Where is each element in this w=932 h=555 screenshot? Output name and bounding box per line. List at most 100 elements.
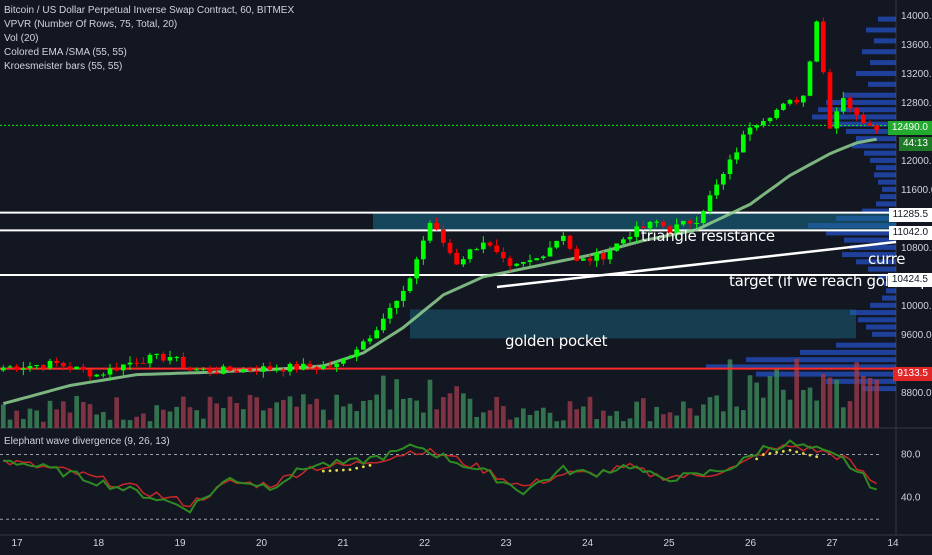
- vpvr-row: [826, 230, 896, 236]
- volume-bar: [681, 401, 686, 428]
- candle-body: [681, 220, 686, 225]
- candle-body: [207, 368, 213, 373]
- volume-bar: [21, 418, 26, 428]
- horizontal-levels: [0, 124, 896, 370]
- volume-bar: [507, 419, 513, 428]
- volume-bar: [174, 406, 179, 428]
- vpvr-row: [862, 208, 896, 214]
- candle-body: [221, 366, 226, 374]
- time-tick-label: 19: [174, 538, 186, 549]
- volume-bar: [567, 401, 573, 428]
- volume-bar: [74, 395, 79, 428]
- volume-bar: [67, 412, 73, 428]
- vpvr-row: [866, 324, 896, 330]
- symbol-title[interactable]: Bitcoin / US Dollar Perpetual Inverse Sw…: [4, 5, 295, 16]
- legend-kroesmeister[interactable]: Kroesmeister bars (55, 55): [4, 61, 123, 72]
- volume-bar: [367, 400, 373, 428]
- candle-body: [874, 125, 879, 130]
- candle-body: [807, 61, 813, 96]
- candle-body: [667, 226, 673, 233]
- volume-bar: [247, 394, 253, 428]
- volume-bar: [694, 415, 699, 428]
- annotation-golden-pocket[interactable]: golden pocket: [505, 332, 608, 350]
- candle-body: [674, 224, 679, 233]
- volume-bar: [621, 421, 626, 428]
- price-tick-label: 14000.0: [901, 11, 932, 22]
- volume-bar: [454, 386, 459, 428]
- candle-body: [74, 366, 79, 370]
- volume-bar: [194, 410, 199, 428]
- volume-bar: [734, 406, 739, 428]
- candle-body: [321, 365, 326, 369]
- candle-body: [687, 220, 693, 224]
- annotation-target[interactable]: target (if we reach golden p: [729, 272, 930, 290]
- vpvr-row: [868, 266, 896, 272]
- volume-bar: [634, 401, 639, 428]
- candle-body: [154, 353, 159, 355]
- candle-body: [87, 369, 93, 377]
- candle-body: [527, 260, 533, 263]
- volume-bar: [534, 410, 539, 428]
- candle-body: [134, 362, 139, 364]
- candle-body: [447, 242, 453, 253]
- candle-body: [834, 111, 839, 129]
- candle-body: [161, 353, 166, 361]
- osc-wave-line: [3, 439, 877, 514]
- candle-body: [634, 226, 639, 237]
- vpvr-row: [812, 114, 896, 120]
- candle-body: [374, 330, 379, 339]
- candle-body: [121, 364, 126, 371]
- candle-body: [621, 239, 626, 244]
- volume-bar: [61, 401, 66, 428]
- volume-bar: [47, 400, 53, 428]
- volume-bar: [361, 400, 366, 428]
- time-tick-label: 26: [745, 538, 757, 549]
- volume-bar: [254, 397, 259, 428]
- annotation-current[interactable]: curre: [868, 250, 906, 268]
- osc-dot: [781, 449, 785, 453]
- osc-dot: [801, 452, 805, 455]
- volume-bar: [661, 414, 666, 428]
- vpvr-row: [846, 128, 896, 134]
- candle-body: [247, 369, 253, 371]
- candle-body: [401, 290, 406, 301]
- candle-body: [787, 99, 793, 104]
- legend-ema[interactable]: Colored EMA /SMA (55, 55): [4, 47, 127, 58]
- legend-vol[interactable]: Vol (20): [4, 33, 39, 44]
- price-tick-label: 12800.0: [901, 98, 932, 109]
- vpvr-row: [756, 371, 896, 377]
- level-badge-d: 9133.5: [893, 367, 932, 381]
- candle-body: [821, 21, 826, 73]
- price-tick-label: 12000.0: [901, 156, 932, 167]
- candle-body: [414, 259, 419, 279]
- upper-zone: [373, 212, 896, 231]
- oscillator-title[interactable]: Elephant wave divergence (9, 26, 13): [4, 436, 170, 447]
- vpvr-row: [864, 150, 896, 156]
- vpvr-row: [870, 157, 896, 163]
- candle-body: [101, 374, 106, 376]
- vpvr-row: [862, 49, 896, 55]
- volume-bar: [334, 394, 339, 428]
- osc-dot: [348, 468, 352, 472]
- volume-bar: [607, 415, 613, 428]
- volume-bar: [14, 410, 19, 428]
- volume-bar: [1, 404, 6, 428]
- candle-body: [481, 242, 486, 250]
- level-badge-c: 10424.5: [887, 273, 932, 287]
- legend-vpvr[interactable]: VPVR (Number Of Rows, 75, Total, 20): [4, 19, 178, 30]
- candle-body: [521, 262, 526, 264]
- candle-body: [347, 356, 353, 359]
- volume-bar: [747, 375, 753, 428]
- osc-dot: [341, 468, 345, 472]
- candle-body: [601, 252, 606, 260]
- volume-bar: [527, 414, 533, 428]
- annotation-triangle-resistance[interactable]: triangle resistance: [641, 227, 775, 245]
- candle-body: [854, 108, 859, 115]
- vpvr-row: [874, 172, 896, 178]
- osc-dot: [335, 468, 339, 472]
- osc-dot: [361, 465, 365, 469]
- volume-bar: [347, 403, 353, 428]
- volume-bar: [721, 411, 726, 428]
